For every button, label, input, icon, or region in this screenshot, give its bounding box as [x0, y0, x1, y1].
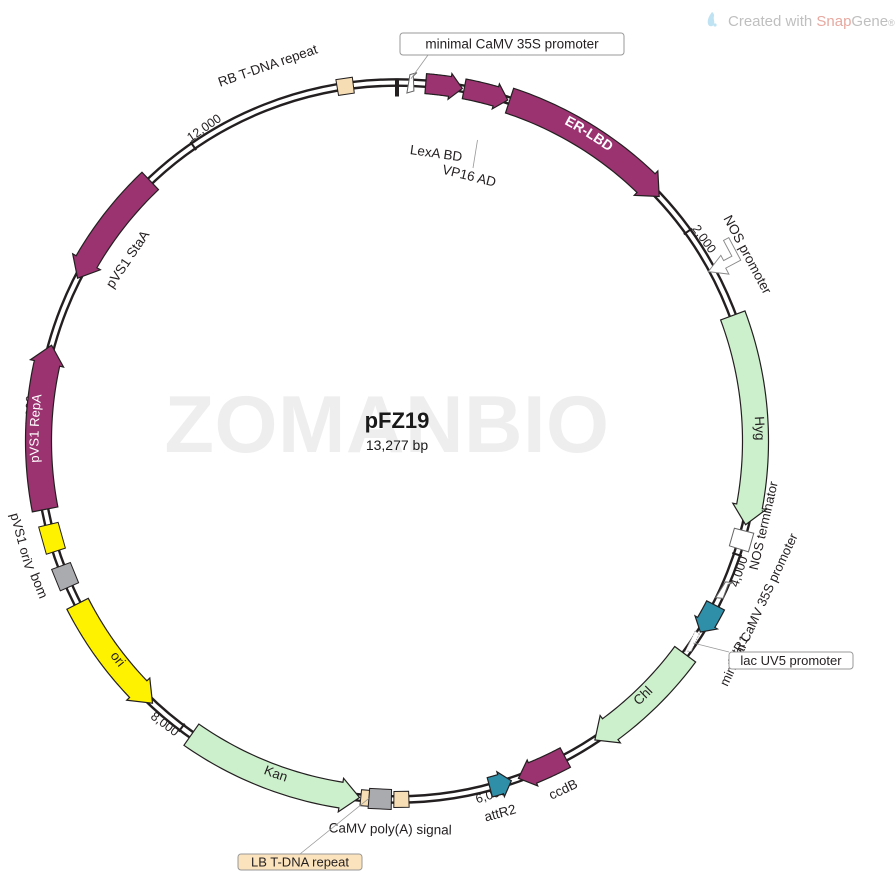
svg-text:NOS promoter: NOS promoter: [720, 213, 774, 297]
svg-text:VP16 AD: VP16 AD: [441, 162, 498, 190]
svg-text:attR2: attR2: [483, 801, 518, 824]
svg-text:Created with SnapGene®: Created with SnapGene®: [728, 13, 895, 30]
svg-text:ccdB: ccdB: [546, 776, 580, 802]
svg-text:pVS1 oriV: pVS1 oriV: [7, 511, 37, 572]
svg-text:bom: bom: [27, 571, 51, 601]
svg-text:2,000: 2,000: [689, 222, 719, 256]
svg-text:LexA BD: LexA BD: [409, 142, 463, 164]
svg-text:RB T-DNA repeat: RB T-DNA repeat: [216, 42, 319, 90]
svg-text:8,000: 8,000: [148, 709, 181, 739]
svg-text:LB T-DNA repeat: LB T-DNA repeat: [251, 855, 349, 870]
svg-text:minimal CaMV 35S promoter: minimal CaMV 35S promoter: [425, 37, 599, 52]
svg-text:Hyg: Hyg: [752, 416, 768, 441]
svg-text:lac UV5 promoter: lac UV5 promoter: [740, 653, 842, 668]
svg-text:CaMV poly(A) signal: CaMV poly(A) signal: [329, 820, 452, 837]
svg-text:pFZ19: pFZ19: [365, 408, 430, 433]
svg-text:13,277 bp: 13,277 bp: [366, 437, 428, 453]
